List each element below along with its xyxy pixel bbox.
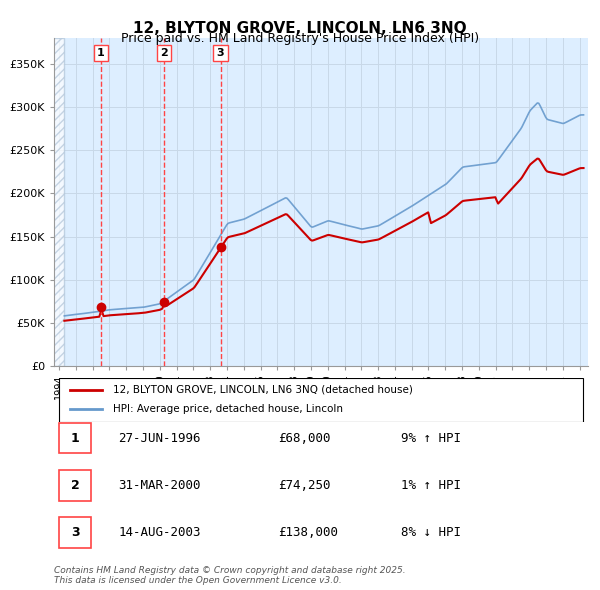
Text: 1% ↑ HPI: 1% ↑ HPI [401,478,461,492]
FancyBboxPatch shape [59,422,91,453]
Text: Contains HM Land Registry data © Crown copyright and database right 2025.
This d: Contains HM Land Registry data © Crown c… [54,566,406,585]
Text: 12, BLYTON GROVE, LINCOLN, LN6 3NQ: 12, BLYTON GROVE, LINCOLN, LN6 3NQ [133,21,467,35]
Text: 1: 1 [71,431,80,445]
Text: £74,250: £74,250 [278,478,331,492]
Text: 8% ↓ HPI: 8% ↓ HPI [401,526,461,539]
Text: £138,000: £138,000 [278,526,338,539]
Text: 9% ↑ HPI: 9% ↑ HPI [401,431,461,445]
Text: HPI: Average price, detached house, Lincoln: HPI: Average price, detached house, Linc… [113,405,343,414]
Bar [50,38,64,366]
Bar [50,38,64,366]
Text: Price paid vs. HM Land Registry's House Price Index (HPI): Price paid vs. HM Land Registry's House … [121,32,479,45]
Text: 2: 2 [160,48,168,58]
Text: 3: 3 [217,48,224,58]
Text: £68,000: £68,000 [278,431,331,445]
FancyBboxPatch shape [59,379,583,422]
Text: 2: 2 [71,478,80,492]
FancyBboxPatch shape [59,470,91,500]
Text: 3: 3 [71,526,80,539]
Text: 31-MAR-2000: 31-MAR-2000 [118,478,200,492]
FancyBboxPatch shape [59,517,91,548]
Text: 14-AUG-2003: 14-AUG-2003 [118,526,200,539]
Text: 12, BLYTON GROVE, LINCOLN, LN6 3NQ (detached house): 12, BLYTON GROVE, LINCOLN, LN6 3NQ (deta… [113,385,413,395]
Text: 1: 1 [97,48,105,58]
Text: 27-JUN-1996: 27-JUN-1996 [118,431,200,445]
